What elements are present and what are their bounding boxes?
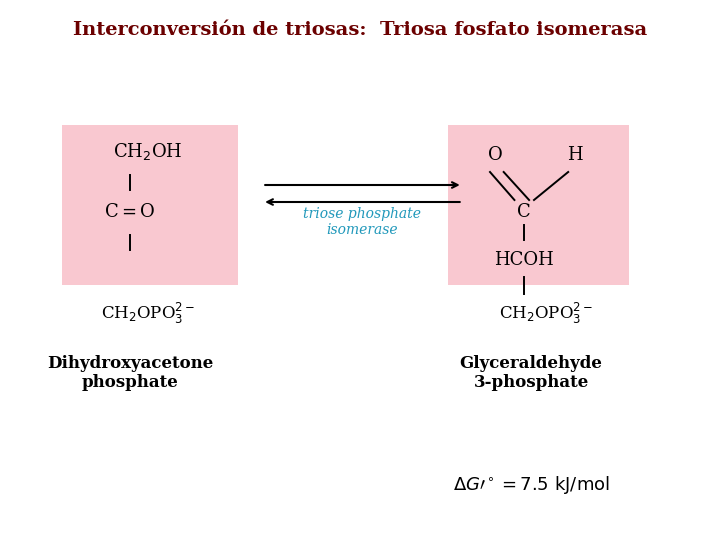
Text: Interconversión de triosas:  Triosa fosfato isomerasa: Interconversión de triosas: Triosa fosfa…	[73, 21, 647, 39]
Text: C: C	[518, 203, 531, 221]
Text: HCOH: HCOH	[495, 251, 554, 269]
Text: H: H	[567, 146, 583, 164]
Text: C$=$O: C$=$O	[104, 203, 156, 221]
Bar	[62, 125, 238, 285]
Text: CH$_2$OPO$_3^{2-}$: CH$_2$OPO$_3^{2-}$	[101, 300, 195, 326]
Text: O: O	[487, 146, 503, 164]
Text: Glyceraldehyde
3-phosphate: Glyceraldehyde 3-phosphate	[459, 355, 603, 392]
Text: CH$_2$OH: CH$_2$OH	[113, 141, 183, 163]
Text: triose phosphate
isomerase: triose phosphate isomerase	[303, 207, 421, 237]
Text: Dihydroxyacetone
phosphate: Dihydroxyacetone phosphate	[48, 355, 213, 392]
Text: CH$_2$OPO$_3^{2-}$: CH$_2$OPO$_3^{2-}$	[499, 300, 593, 326]
Text: $\Delta G\prime^\circ = 7.5\ \mathrm{kJ/mol}$: $\Delta G\prime^\circ = 7.5\ \mathrm{kJ/…	[453, 474, 610, 496]
Bar	[448, 125, 629, 285]
